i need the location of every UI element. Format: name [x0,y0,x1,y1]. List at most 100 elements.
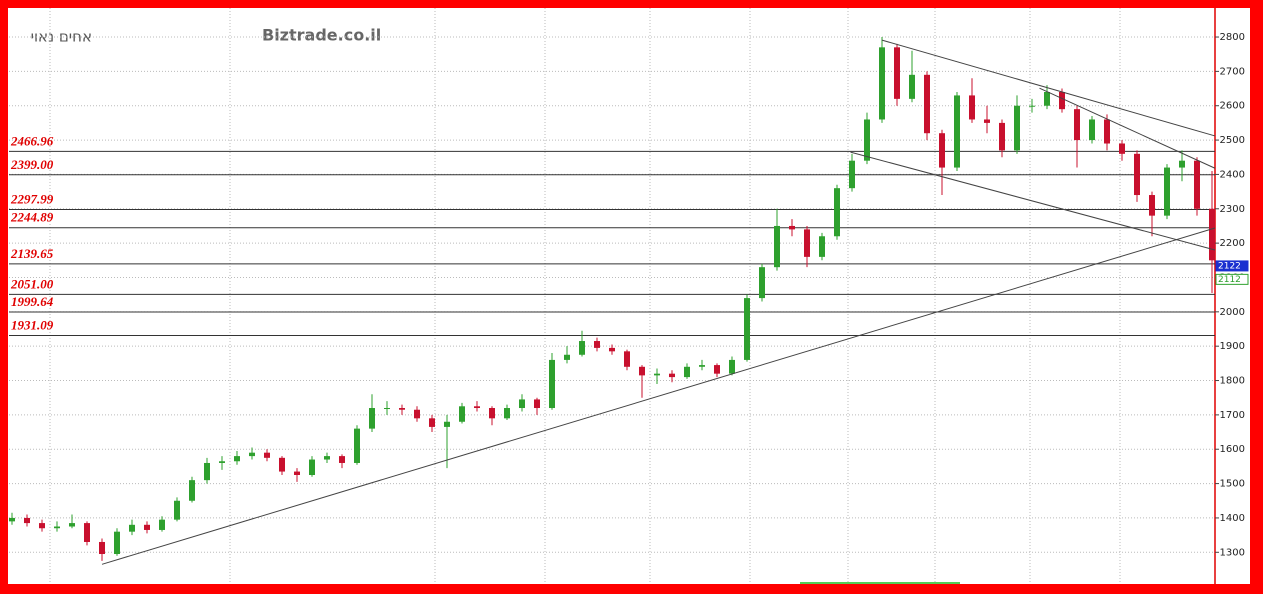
candle-body [984,119,990,123]
candle-body [639,366,645,376]
y-tick-label: 1600 [1220,444,1245,455]
candle-body [309,459,315,475]
candle-body [774,225,780,268]
y-tick-label: 2500 [1220,135,1245,146]
candle-body [1029,105,1035,107]
candle-body [564,354,570,360]
candle-body [264,452,270,458]
candle-body [744,298,750,360]
y-tick-label: 2700 [1220,66,1245,77]
candle-body [294,471,300,475]
candle-body [669,373,675,378]
candle-body [69,523,75,527]
price-tag-box [1215,260,1249,272]
candle-body [534,399,540,409]
y-tick-label: 2400 [1220,169,1245,180]
candle-body [699,365,705,367]
candle-body [399,408,405,410]
candle-body [219,461,225,463]
candle-body [444,421,450,427]
candle-body [684,366,690,378]
y-tick-label: 1500 [1220,479,1245,490]
level-label: 2297.99 [10,191,54,206]
level-label: 1999.64 [11,294,54,309]
candle-body [324,456,330,460]
y-tick-label: 1800 [1220,376,1245,387]
candle-body [1074,109,1080,141]
candle-body [954,95,960,168]
trend-line [1039,87,1216,169]
candle-body [114,531,120,555]
y-tick-label: 2000 [1220,307,1245,318]
level-label: 1931.09 [11,317,54,332]
candle-body [879,47,885,120]
candle-body [519,399,525,409]
candle-body [369,408,375,429]
y-tick-label: 1300 [1220,547,1245,558]
candle-body [1194,160,1200,209]
candle-body [249,452,255,457]
candle-body [939,133,945,168]
y-tick-label: 1400 [1220,513,1245,524]
candle-body [1104,119,1110,144]
candle-body [504,408,510,419]
price-tag: 2112 [1218,275,1241,285]
candle-body [144,524,150,530]
candle-body [1014,105,1020,151]
level-label: 2399.00 [10,157,54,172]
candle-body [579,341,585,355]
chart-background [8,8,1250,584]
candle-body [819,236,825,257]
candle-body [759,267,765,299]
level-label: 2466.96 [10,133,54,148]
candle-body [1119,143,1125,154]
y-tick-label: 2200 [1220,238,1245,249]
candle-body [474,406,480,409]
candle-body [654,373,660,376]
candle-body [1179,160,1185,168]
candle-body [414,409,420,419]
candle-body [1209,208,1215,261]
candle-body [609,347,615,352]
candle-body [99,541,105,555]
candle-body [894,47,900,99]
candle-body [354,428,360,463]
candle-body [1164,167,1170,216]
trend-line [881,39,1216,137]
candle-body [39,523,45,529]
y-tick-label: 1900 [1220,341,1245,352]
level-label: 2051.00 [10,276,54,291]
candle-body [729,359,735,374]
y-tick-label: 2800 [1220,32,1245,43]
candle-body [234,456,240,462]
y-tick-label: 2300 [1220,204,1245,215]
candle-body [1059,91,1065,110]
candle-body [189,480,195,501]
candle-body [159,519,165,530]
candle-body [384,408,390,410]
candle-body [924,74,930,134]
price-tag: 2122 [1218,261,1241,271]
candle-body [834,188,840,237]
y-tick-label: 2600 [1220,101,1245,112]
trend-line [850,151,1216,251]
candle-body [84,523,90,542]
candle-body [849,160,855,189]
candle-body [804,229,810,257]
y-tick-label: 1700 [1220,410,1245,421]
candle-body [54,526,60,529]
candle-body [174,500,180,520]
candle-body [549,359,555,409]
candle-body [489,408,495,419]
candle-body [789,225,795,230]
candle-body [864,119,870,161]
candle-body [909,74,915,99]
candle-body [1149,195,1155,216]
price-tag-box [1215,273,1249,285]
candle-body [9,517,15,522]
candle-body [204,462,210,481]
candle-body [279,457,285,472]
candle-body [1089,119,1095,141]
